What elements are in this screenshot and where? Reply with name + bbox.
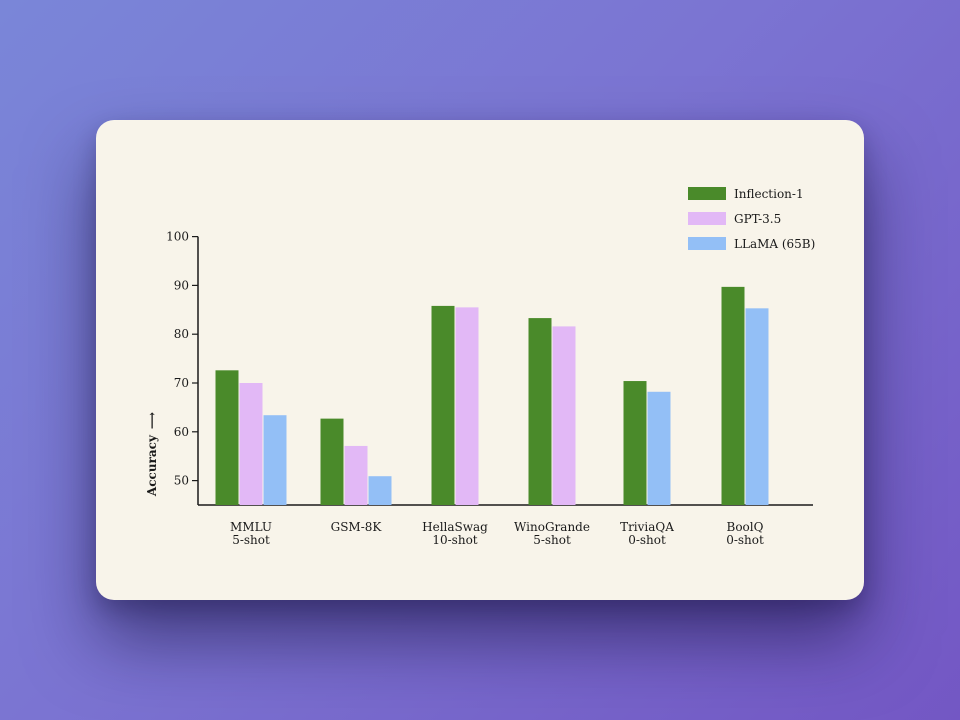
legend-swatch: [688, 237, 726, 250]
legend-label: GPT-3.5: [734, 212, 781, 226]
x-tick-sublabel: 0-shot: [628, 533, 666, 547]
y-tick-label: 70: [174, 376, 189, 390]
y-tick-label: 80: [174, 327, 189, 341]
y-tick-label: 50: [174, 474, 189, 488]
bar-inflection-1-mmlu: [215, 370, 239, 505]
x-tick-label: TriviaQA: [620, 520, 674, 534]
legend-label: Inflection-1: [734, 187, 804, 201]
bar-inflection-1-hellaswag: [431, 305, 455, 505]
bar-inflection-1-boolq: [721, 286, 745, 505]
x-tick-label: BoolQ: [727, 520, 764, 534]
y-axis-label: Accuracy⟶: [145, 412, 159, 497]
axes: [197, 236, 813, 506]
y-tick-label: 60: [174, 425, 189, 439]
bar-gpt-3-5-winogrande: [552, 326, 576, 505]
y-tick-label: 100: [166, 230, 189, 244]
bar-llama-65b-gsm-8k: [368, 476, 392, 505]
bar-llama-65b-mmlu: [263, 415, 287, 505]
y-ticks: 50 60 70 80 90 100: [166, 230, 198, 488]
x-tick-label: HellaSwag: [422, 520, 488, 534]
bar-llama-65b-triviaqa: [647, 391, 671, 505]
bar-llama-65b-boolq: [745, 308, 769, 505]
bar-inflection-1-gsm-8k: [320, 418, 344, 505]
legend-label: LLaMA (65B): [734, 237, 815, 251]
x-tick-label: GSM-8K: [331, 520, 383, 534]
bar-gpt-3-5-mmlu: [239, 383, 263, 505]
legend: Inflection-1 GPT-3.5 LLaMA (65B): [688, 187, 815, 251]
bar-inflection-1-triviaqa: [623, 381, 647, 505]
bar-gpt-3-5-gsm-8k: [344, 445, 368, 505]
bars: [215, 286, 769, 505]
legend-swatch: [688, 212, 726, 225]
x-tick-sublabel: 10-shot: [432, 533, 477, 547]
x-tick-sublabel: 5-shot: [533, 533, 571, 547]
bar-gpt-3-5-hellaswag: [455, 307, 479, 505]
x-tick-sublabel: 5-shot: [232, 533, 270, 547]
chart-card: 50 60 70 80 90 100 MMLU 5-shot GSM-8K HellaSwag 1…: [96, 120, 864, 600]
x-tick-sublabel: 0-shot: [726, 533, 764, 547]
legend-swatch: [688, 187, 726, 200]
bar-inflection-1-winogrande: [528, 318, 552, 505]
y-tick-label: 90: [174, 278, 189, 292]
x-tick-label: MMLU: [230, 520, 272, 534]
x-tick-label: WinoGrande: [514, 520, 590, 534]
